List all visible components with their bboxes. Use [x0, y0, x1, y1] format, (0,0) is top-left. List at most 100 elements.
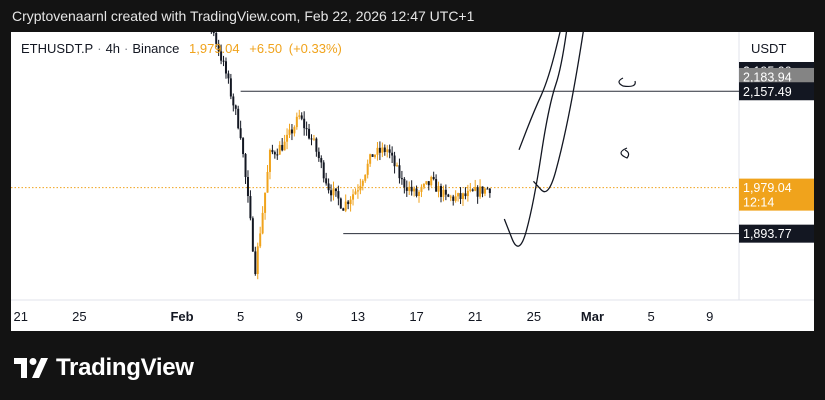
- candle-body: [276, 154, 279, 156]
- candle-body: [403, 178, 406, 188]
- candle-body: [396, 165, 399, 167]
- candle-body: [232, 96, 235, 106]
- candle-body: [415, 188, 418, 196]
- candle-body: [220, 51, 223, 61]
- x-axis-tick-label: 21: [468, 309, 482, 324]
- candle-body: [356, 190, 359, 192]
- candle-body: [222, 60, 225, 62]
- candle-body: [452, 196, 455, 201]
- candle-body: [371, 154, 374, 157]
- candle-body: [337, 191, 340, 199]
- candle-body: [354, 191, 357, 195]
- currency-label[interactable]: USDT: [751, 41, 787, 56]
- candle-body: [410, 186, 413, 192]
- candle-body: [405, 187, 408, 191]
- candle-body: [278, 144, 281, 155]
- candle-body: [481, 186, 484, 194]
- price-tag-label: 2,157.49: [743, 85, 792, 99]
- price-tag-label: 2,183.94: [743, 70, 792, 84]
- candle-body: [386, 149, 389, 153]
- candle-body: [369, 154, 372, 164]
- drawn-projection-path[interactable]: [533, 32, 593, 193]
- price-tag: [739, 178, 814, 211]
- candle-body: [217, 43, 220, 52]
- candle-body: [479, 186, 482, 197]
- candle-body: [444, 189, 447, 195]
- candle-body: [332, 188, 335, 196]
- candle-body: [361, 180, 364, 186]
- hand-drawn-mark[interactable]: [620, 147, 630, 159]
- legend-separator: ·: [124, 41, 129, 56]
- candle-body: [330, 190, 333, 196]
- interval-label[interactable]: 4h: [105, 41, 121, 56]
- candle-body: [352, 194, 355, 200]
- candle-body: [437, 186, 440, 192]
- candle-body: [229, 78, 232, 97]
- candle-body: [359, 185, 362, 191]
- candle-body: [430, 176, 433, 186]
- candle-body: [227, 73, 230, 79]
- candle-body: [281, 144, 284, 151]
- candle-body: [398, 165, 401, 179]
- candle-body: [286, 134, 289, 142]
- price-tag-label: 1,893.77: [743, 227, 792, 241]
- candle-body: [244, 154, 247, 177]
- candle-body: [474, 187, 477, 191]
- x-axis-tick-label: 21: [14, 309, 28, 324]
- candle-body: [427, 181, 430, 186]
- candle-body: [283, 141, 286, 151]
- x-axis-tick-label: 25: [72, 309, 86, 324]
- candle-body: [339, 198, 342, 209]
- drawn-projection-path[interactable]: [503, 32, 578, 247]
- candle-body: [378, 147, 381, 153]
- price-tag: [739, 82, 814, 101]
- candle-body: [349, 199, 352, 205]
- candle-body: [447, 194, 450, 197]
- candle-body: [422, 183, 425, 187]
- bar-countdown: 12:14: [743, 196, 774, 210]
- candle-body: [251, 218, 254, 252]
- exchange-label: Binance: [132, 41, 180, 56]
- x-axis-tick-label: 9: [706, 309, 713, 324]
- price-tag-label: 1,979.04: [743, 181, 792, 195]
- legend-separator: ·: [97, 41, 102, 56]
- candle-body: [418, 191, 421, 196]
- x-axis-tick-label: 25: [527, 309, 541, 324]
- candle-body: [254, 251, 257, 275]
- candle-body: [288, 129, 291, 135]
- candle-body: [320, 158, 323, 163]
- candle-body: [364, 174, 367, 181]
- candle-body: [246, 176, 249, 197]
- chart-panel[interactable]: 2125Feb5913172125Mar592,474.982,304.332,…: [11, 32, 814, 331]
- candle-body: [325, 178, 328, 184]
- symbol-name[interactable]: ETHUSDT.P: [21, 41, 94, 56]
- candle-body: [400, 178, 403, 180]
- x-axis-tick-label: 5: [237, 309, 244, 324]
- candle-body: [293, 127, 296, 134]
- candle-body: [366, 163, 369, 175]
- candle-body: [259, 233, 262, 247]
- tradingview-wordmark: TradingView: [56, 354, 194, 381]
- candle-body: [374, 154, 377, 157]
- price-chart[interactable]: 2125Feb5913172125Mar592,474.982,304.332,…: [11, 32, 814, 331]
- candle-body: [256, 246, 259, 275]
- candle-body: [237, 108, 240, 129]
- last-price: 1,979.04: [189, 41, 240, 56]
- candle-body: [303, 118, 306, 129]
- candle-body: [327, 183, 330, 191]
- candle-body: [234, 105, 237, 109]
- candle-body: [264, 192, 267, 213]
- candle-body: [344, 201, 347, 211]
- candle-body: [413, 188, 416, 192]
- candle-body: [342, 208, 345, 211]
- candle-body: [454, 196, 457, 201]
- symbol-legend: ETHUSDT.P · 4h · Binance 1,979.04 +6.50 (+0.…: [21, 41, 342, 56]
- candle-body: [322, 162, 325, 179]
- attribution-header: Cryptovenaarnl created with TradingView.…: [12, 8, 475, 24]
- drawn-projection-path[interactable]: [518, 32, 592, 150]
- hand-drawn-mark[interactable]: [618, 77, 636, 88]
- price-change-percent: (+0.33%): [288, 41, 342, 56]
- candle-body: [420, 186, 423, 192]
- candle-body: [393, 155, 396, 167]
- tradingview-logo-icon: [14, 358, 48, 378]
